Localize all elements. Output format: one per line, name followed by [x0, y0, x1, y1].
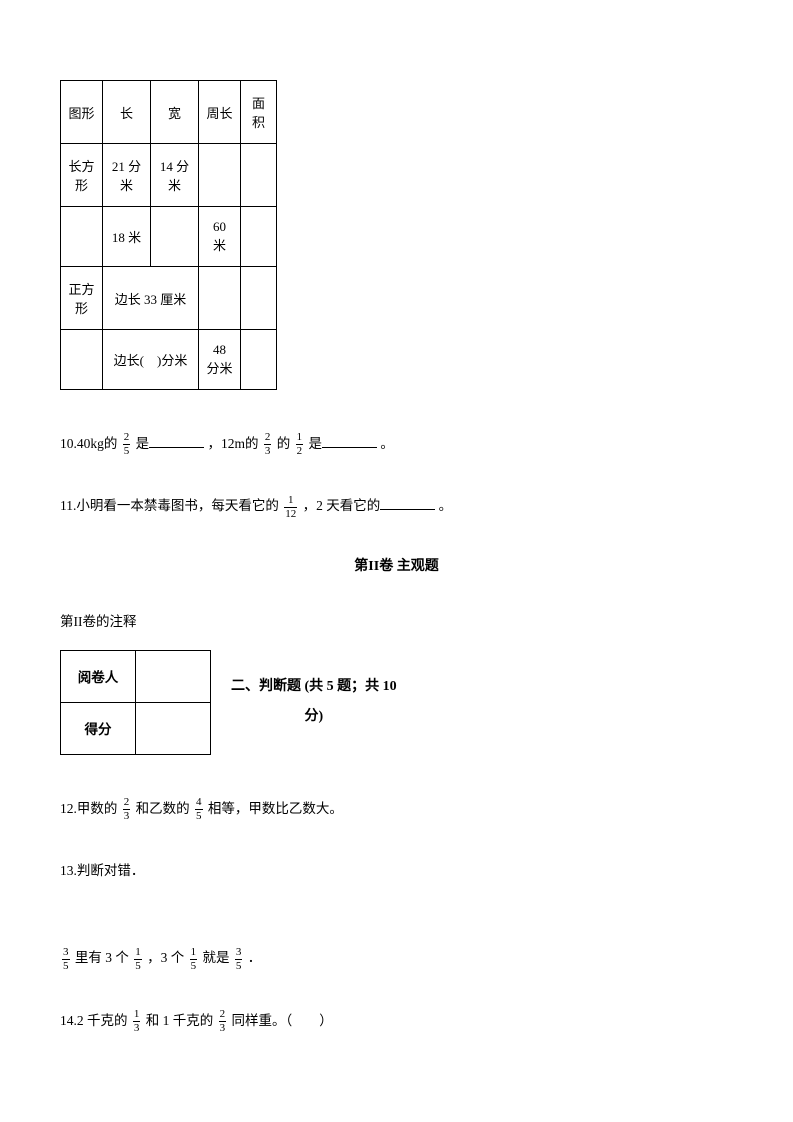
blank-line: [380, 496, 435, 510]
fraction: 35: [235, 947, 243, 972]
section-2-note: 第II卷的注释: [60, 610, 733, 630]
th-shape: 图形: [61, 81, 103, 144]
fraction: 23: [123, 797, 131, 822]
blank-line: [149, 434, 204, 448]
question-10: 10.40kg的 25 是 ，12m的 23 的 12 是 。: [60, 430, 733, 457]
cell-perimeter: [199, 144, 241, 207]
q11-text: ，2 天看它的: [303, 498, 381, 513]
q13b-text: ，3 个: [147, 950, 188, 965]
question-13: 13.判断对错．: [60, 857, 733, 884]
section-2-title: 第II卷 主观题: [60, 555, 733, 575]
table-row: 长方形 21 分米 14 分米: [61, 144, 277, 207]
grade-section: 阅卷人 得分 二、判断题 (共 5 题；共 10 分): [60, 650, 733, 755]
cell-area: [241, 267, 277, 330]
q10-text: 。: [380, 436, 394, 451]
q10-text: 是: [309, 436, 323, 451]
fraction: 15: [190, 947, 198, 972]
q14-text: 14.2 千克的: [60, 1013, 131, 1028]
cell-perimeter: 60 米: [199, 207, 241, 267]
score-label: 得分: [61, 702, 136, 754]
fraction: 25: [123, 432, 131, 457]
cell-sidelen: 边长 33 厘米: [103, 267, 199, 330]
q12-text: 12.甲数的: [60, 801, 121, 816]
th-width: 宽: [151, 81, 199, 144]
section-2-heading: 二、判断题 (共 5 题；共 10 分): [231, 672, 397, 734]
q14-text: 和 1 千克的: [146, 1013, 217, 1028]
q12-text: 相等，甲数比乙数大。: [208, 801, 343, 816]
q10-text: ，12m的: [208, 436, 262, 451]
cell-shape: 长方形: [61, 144, 103, 207]
th-area: 面积: [241, 81, 277, 144]
fraction: 112: [284, 495, 297, 520]
table-header-row: 图形 长 宽 周长 面积: [61, 81, 277, 144]
question-11: 11.小明看一本禁毒图书，每天看它的 112 ，2 天看它的 。: [60, 492, 733, 519]
table-row: 边长( )分米 48 分米: [61, 330, 277, 390]
q11-text: 。: [439, 498, 453, 513]
cell-perimeter: 48 分米: [199, 330, 241, 390]
cell-shape: 正方形: [61, 267, 103, 330]
q10-text: 是: [136, 436, 150, 451]
q10-text: 的: [277, 436, 294, 451]
table-row: 正方形 边长 33 厘米: [61, 267, 277, 330]
question-13b: 35 里有 3 个 15 ，3 个 15 就是 35 ．: [60, 944, 733, 971]
shape-table: 图形 长 宽 周长 面积 长方形 21 分米 14 分米 18 米 60 米 正…: [60, 80, 277, 390]
grade-row: 阅卷人: [61, 650, 211, 702]
q13b-text: 就是: [203, 950, 233, 965]
question-14: 14.2 千克的 13 和 1 千克的 23 同样重。（ ）: [60, 1007, 733, 1034]
q13b-text: ．: [248, 950, 262, 965]
cell-area: [241, 207, 277, 267]
grade-table: 阅卷人 得分: [60, 650, 211, 755]
score-blank: [136, 702, 211, 754]
th-perimeter: 周长: [199, 81, 241, 144]
cell-perimeter: [199, 267, 241, 330]
fraction: 23: [219, 1009, 227, 1034]
table-row: 18 米 60 米: [61, 207, 277, 267]
q10-text: 10.40kg的: [60, 436, 121, 451]
cell-length: 21 分米: [103, 144, 151, 207]
grader-label: 阅卷人: [61, 650, 136, 702]
fraction: 23: [264, 432, 272, 457]
grade-row: 得分: [61, 702, 211, 754]
q13b-text: 里有 3 个: [75, 950, 132, 965]
fraction: 45: [195, 797, 203, 822]
th-length: 长: [103, 81, 151, 144]
cell-sidelen: 边长( )分米: [103, 330, 199, 390]
cell-area: [241, 330, 277, 390]
grader-blank: [136, 650, 211, 702]
cell-shape: [61, 330, 103, 390]
blank-line: [322, 434, 377, 448]
cell-width: 14 分米: [151, 144, 199, 207]
fraction: 12: [296, 432, 304, 457]
q13-text: 13.判断对错．: [60, 863, 144, 878]
fraction: 35: [62, 947, 70, 972]
question-12: 12.甲数的 23 和乙数的 45 相等，甲数比乙数大。: [60, 795, 733, 822]
cell-length: 18 米: [103, 207, 151, 267]
fraction: 13: [133, 1009, 141, 1034]
q14-text: 同样重。（ ）: [232, 1013, 333, 1028]
cell-width: [151, 207, 199, 267]
cell-shape: [61, 207, 103, 267]
q12-text: 和乙数的: [136, 801, 193, 816]
q11-text: 11.小明看一本禁毒图书，每天看它的: [60, 498, 282, 513]
fraction: 15: [134, 947, 142, 972]
cell-area: [241, 144, 277, 207]
